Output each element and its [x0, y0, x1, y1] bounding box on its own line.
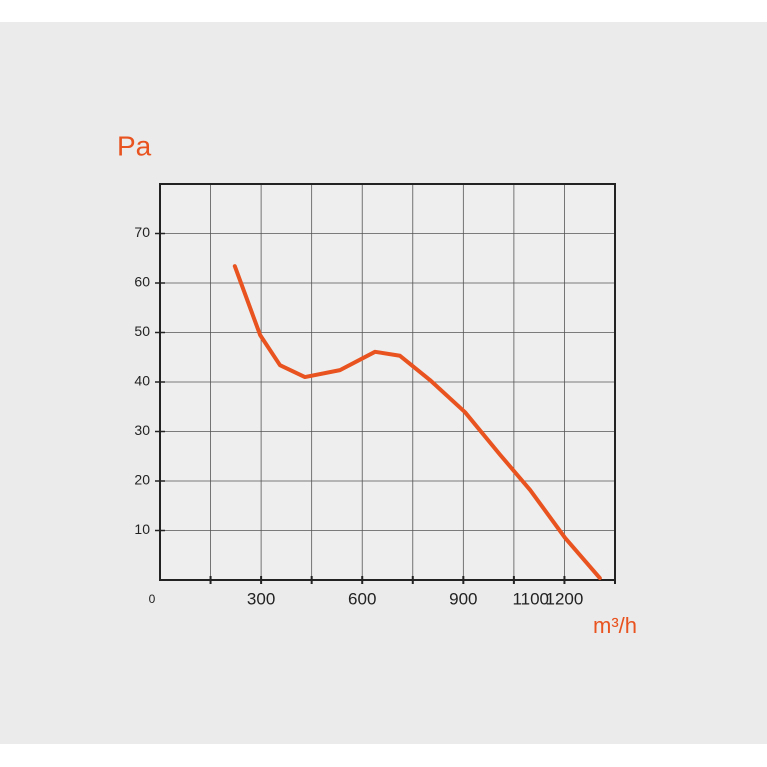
curve [232, 264, 602, 581]
y-tick-label: 60 [134, 274, 150, 290]
x-tick-label: 1200 [546, 589, 584, 608]
y-tick-label: 50 [134, 323, 150, 339]
x-tick-label: 300 [247, 589, 275, 608]
x-tick-label: 0 [149, 592, 156, 606]
x-axis-label: m³/h [593, 613, 637, 638]
x-tick-label: 1100 [512, 589, 549, 608]
x-tick-label: 900 [449, 589, 477, 608]
y-tick-label: 10 [134, 521, 150, 537]
y-tick-label: 30 [134, 422, 150, 438]
y-axis-label: Pa [117, 130, 152, 161]
plot-frame [159, 183, 616, 581]
x-tick-label: 600 [348, 589, 376, 608]
y-tick-label: 70 [134, 224, 150, 240]
y-tick-label: 40 [134, 373, 150, 389]
y-tick-label: 20 [134, 472, 150, 488]
